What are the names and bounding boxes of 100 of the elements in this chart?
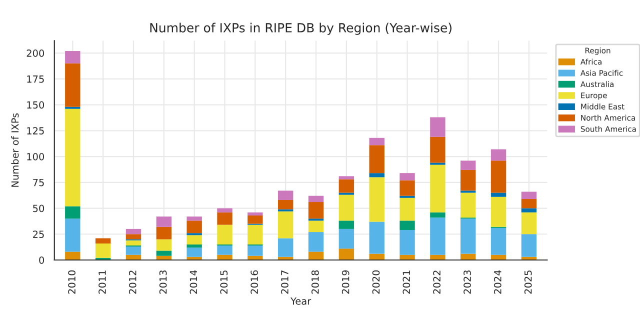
y-tick-label: 25 bbox=[33, 230, 44, 238]
y-tick-label: 0 bbox=[39, 256, 44, 264]
x-tick-label: 2013 bbox=[159, 270, 167, 294]
bar bbox=[400, 198, 415, 221]
bar bbox=[65, 218, 80, 252]
bar bbox=[186, 216, 202, 221]
bar bbox=[400, 173, 415, 180]
bar bbox=[369, 222, 384, 254]
bar bbox=[338, 194, 354, 221]
bar bbox=[490, 196, 506, 227]
bar bbox=[186, 244, 202, 248]
bar bbox=[65, 252, 80, 260]
bar bbox=[490, 192, 506, 197]
bar bbox=[248, 212, 263, 216]
bar bbox=[521, 234, 537, 257]
bar bbox=[186, 235, 202, 244]
bar bbox=[65, 108, 80, 206]
bar bbox=[217, 212, 232, 225]
bar bbox=[430, 164, 446, 212]
x-axis-title: Year bbox=[290, 298, 312, 305]
bar bbox=[186, 220, 202, 234]
bar bbox=[308, 252, 324, 260]
bar bbox=[400, 230, 415, 255]
bar bbox=[126, 240, 142, 246]
bar bbox=[126, 246, 142, 255]
bar bbox=[308, 220, 324, 232]
bar bbox=[95, 238, 111, 244]
bar bbox=[65, 206, 80, 219]
bar bbox=[278, 190, 294, 200]
bar bbox=[460, 170, 476, 191]
y-tick-label: 150 bbox=[27, 101, 44, 109]
y-tick-label: 100 bbox=[27, 153, 44, 160]
bar bbox=[65, 50, 80, 64]
bar bbox=[95, 243, 111, 258]
x-tick-label: 2010 bbox=[68, 270, 76, 294]
bar bbox=[369, 173, 384, 178]
bar bbox=[126, 234, 142, 240]
y-tick-label: 125 bbox=[27, 127, 44, 134]
bar bbox=[217, 224, 232, 244]
bar bbox=[460, 160, 476, 170]
bar bbox=[65, 63, 80, 107]
y-axis-title: Number of IXPs bbox=[11, 113, 19, 187]
x-tick-label: 2021 bbox=[402, 270, 410, 294]
bar bbox=[217, 246, 232, 255]
bar bbox=[430, 218, 446, 255]
bar bbox=[248, 246, 263, 256]
bar bbox=[338, 220, 354, 229]
y-tick-label: 75 bbox=[33, 178, 44, 186]
bar bbox=[430, 117, 446, 137]
bar bbox=[369, 145, 384, 174]
bar bbox=[430, 136, 446, 163]
bar bbox=[338, 176, 354, 180]
bar bbox=[521, 208, 537, 212]
x-tick-label: 2015 bbox=[220, 270, 228, 294]
x-tick-label: 2019 bbox=[342, 270, 350, 294]
x-tick-label: 2011 bbox=[98, 270, 106, 294]
bar bbox=[278, 238, 294, 257]
y-tick-label: 200 bbox=[26, 50, 44, 57]
bar bbox=[308, 202, 324, 219]
bar bbox=[338, 248, 354, 260]
y-tick-label: 175 bbox=[27, 76, 44, 83]
bar bbox=[521, 198, 537, 208]
bar bbox=[156, 216, 172, 227]
bar bbox=[430, 212, 446, 218]
bar bbox=[217, 208, 232, 212]
x-tick-label: 2017 bbox=[281, 270, 288, 294]
bar bbox=[156, 250, 172, 256]
bar bbox=[338, 228, 354, 249]
bar bbox=[369, 254, 384, 260]
bar bbox=[278, 211, 294, 238]
bar bbox=[521, 212, 537, 234]
bar bbox=[400, 180, 415, 196]
bar bbox=[156, 239, 172, 251]
bar bbox=[308, 232, 324, 252]
bar bbox=[338, 179, 354, 193]
bar bbox=[278, 200, 294, 210]
x-tick-label: 2023 bbox=[464, 270, 471, 294]
bar bbox=[369, 177, 384, 222]
bar bbox=[156, 226, 172, 240]
chart-title: Number of IXPs in RIPE DB by Region (Year-wise) bbox=[150, 22, 452, 35]
x-tick-label: 2018 bbox=[311, 270, 319, 294]
bar bbox=[369, 138, 384, 146]
bar bbox=[460, 218, 476, 254]
bar bbox=[308, 196, 324, 202]
x-tick-label: 2012 bbox=[128, 270, 136, 294]
x-tick-label: 2024 bbox=[494, 270, 502, 294]
x-tick-label: 2022 bbox=[433, 270, 441, 294]
bar bbox=[490, 228, 506, 255]
bar bbox=[186, 248, 202, 257]
x-tick-label: 2014 bbox=[190, 270, 198, 294]
bar bbox=[490, 149, 506, 161]
bar bbox=[460, 192, 476, 218]
x-tick-label: 2025 bbox=[524, 270, 532, 294]
bar bbox=[400, 220, 415, 230]
bar bbox=[490, 160, 506, 193]
x-tick-label: 2020 bbox=[372, 270, 380, 294]
bar bbox=[248, 216, 263, 224]
bar bbox=[126, 228, 142, 234]
x-tick-label: 2016 bbox=[250, 270, 258, 294]
y-tick-label: 50 bbox=[33, 204, 44, 212]
